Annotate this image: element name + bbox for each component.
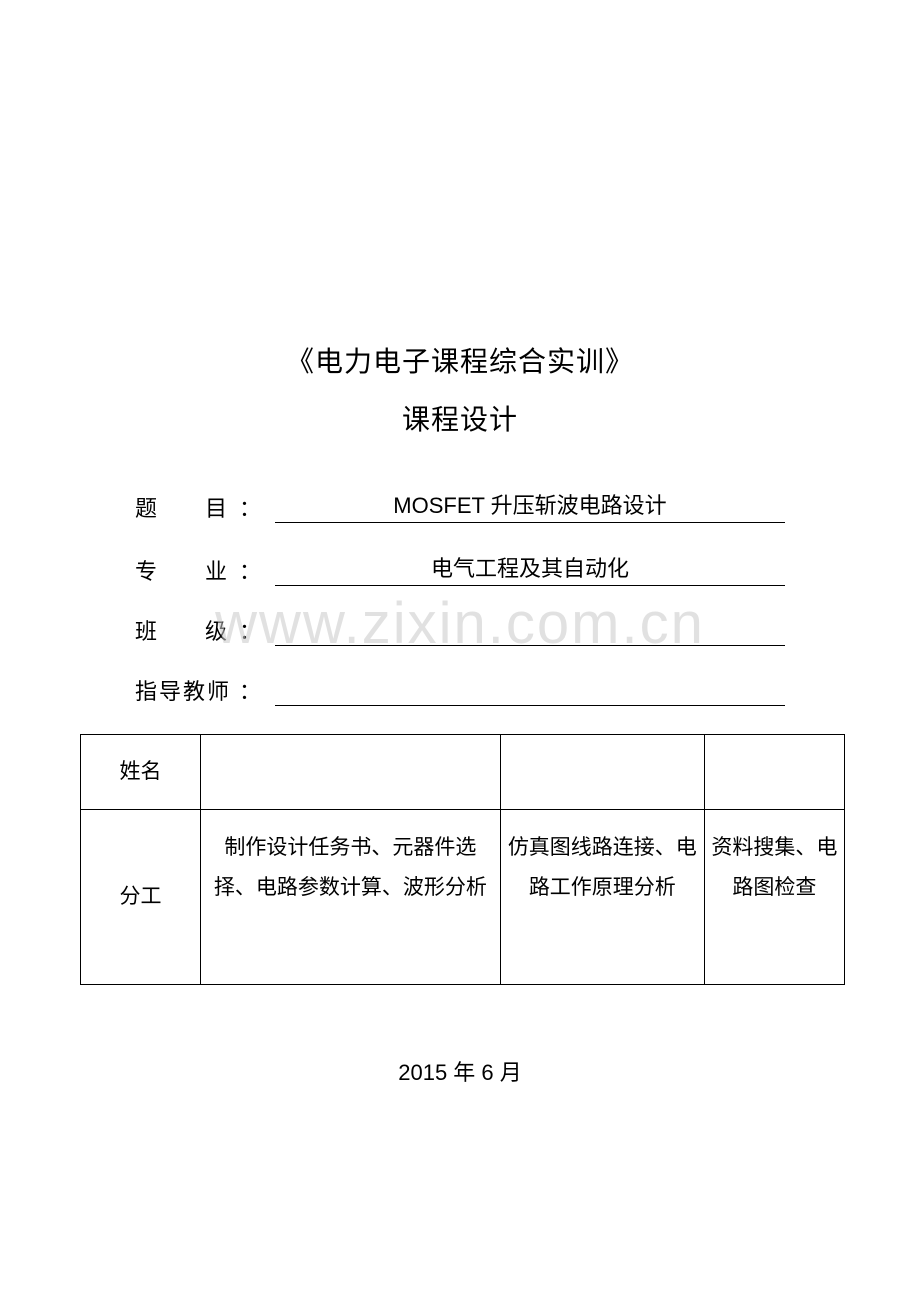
major-value: 电气工程及其自动化 bbox=[275, 551, 785, 586]
name-cell-2 bbox=[500, 735, 704, 810]
class-value bbox=[275, 618, 785, 646]
name-cell-3 bbox=[704, 735, 844, 810]
info-row-topic: 题 目 ： MOSFET 升压斩波电路设计 bbox=[135, 488, 785, 523]
table: 姓名 分工 制作设计任务书、元器件选择、电路参数计算、波形分析 仿真图线路连接、… bbox=[80, 734, 845, 985]
class-label-char2: 级 bbox=[205, 614, 227, 646]
teacher-label-text: 指导教师 bbox=[135, 674, 231, 706]
info-row-major: 专 业 ： 电气工程及其自动化 bbox=[135, 551, 785, 586]
work-cell-1: 制作设计任务书、元器件选择、电路参数计算、波形分析 bbox=[201, 810, 501, 985]
work-cell-2: 仿真图线路连接、电路工作原理分析 bbox=[500, 810, 704, 985]
assignment-table: 姓名 分工 制作设计任务书、元器件选择、电路参数计算、波形分析 仿真图线路连接、… bbox=[80, 734, 845, 985]
topic-value: MOSFET 升压斩波电路设计 bbox=[275, 488, 785, 523]
topic-label-char1: 题 bbox=[135, 491, 157, 523]
colon-icon: ： bbox=[239, 614, 261, 646]
topic-label-char2: 目 bbox=[205, 491, 227, 523]
info-row-teacher: 指导教师 ： bbox=[135, 674, 785, 706]
major-label-char2: 业 bbox=[205, 554, 227, 586]
document-page: www.zixin.com.cn 《电力电子课程综合实训》 课程设计 题 目 ：… bbox=[0, 0, 920, 1302]
work-cell-3: 资料搜集、电路图检查 bbox=[704, 810, 844, 985]
title-section: 《电力电子课程综合实训》 课程设计 bbox=[0, 340, 920, 438]
doc-title-line1: 《电力电子课程综合实训》 bbox=[0, 340, 920, 380]
name-label-cell: 姓名 bbox=[81, 735, 201, 810]
colon-icon: ： bbox=[239, 554, 261, 586]
topic-label: 题 目 ： bbox=[135, 491, 275, 523]
class-label: 班 级 ： bbox=[135, 614, 275, 646]
teacher-label: 指导教师 ： bbox=[135, 674, 275, 706]
major-label: 专 业 ： bbox=[135, 554, 275, 586]
work-label-cell: 分工 bbox=[81, 810, 201, 985]
teacher-value bbox=[275, 678, 785, 706]
info-row-class: 班 级 ： bbox=[135, 614, 785, 646]
colon-icon: ： bbox=[239, 674, 261, 706]
document-date: 2015 年 6 月 bbox=[0, 1055, 920, 1087]
table-row-name: 姓名 bbox=[81, 735, 845, 810]
doc-title-line2: 课程设计 bbox=[0, 398, 920, 438]
colon-icon: ： bbox=[239, 491, 261, 523]
table-row-work: 分工 制作设计任务书、元器件选择、电路参数计算、波形分析 仿真图线路连接、电路工… bbox=[81, 810, 845, 985]
info-section: 题 目 ： MOSFET 升压斩波电路设计 专 业 ： 电气工程及其自动化 班 bbox=[135, 488, 785, 706]
major-label-char1: 专 bbox=[135, 554, 157, 586]
class-label-char1: 班 bbox=[135, 614, 157, 646]
name-cell-1 bbox=[201, 735, 501, 810]
